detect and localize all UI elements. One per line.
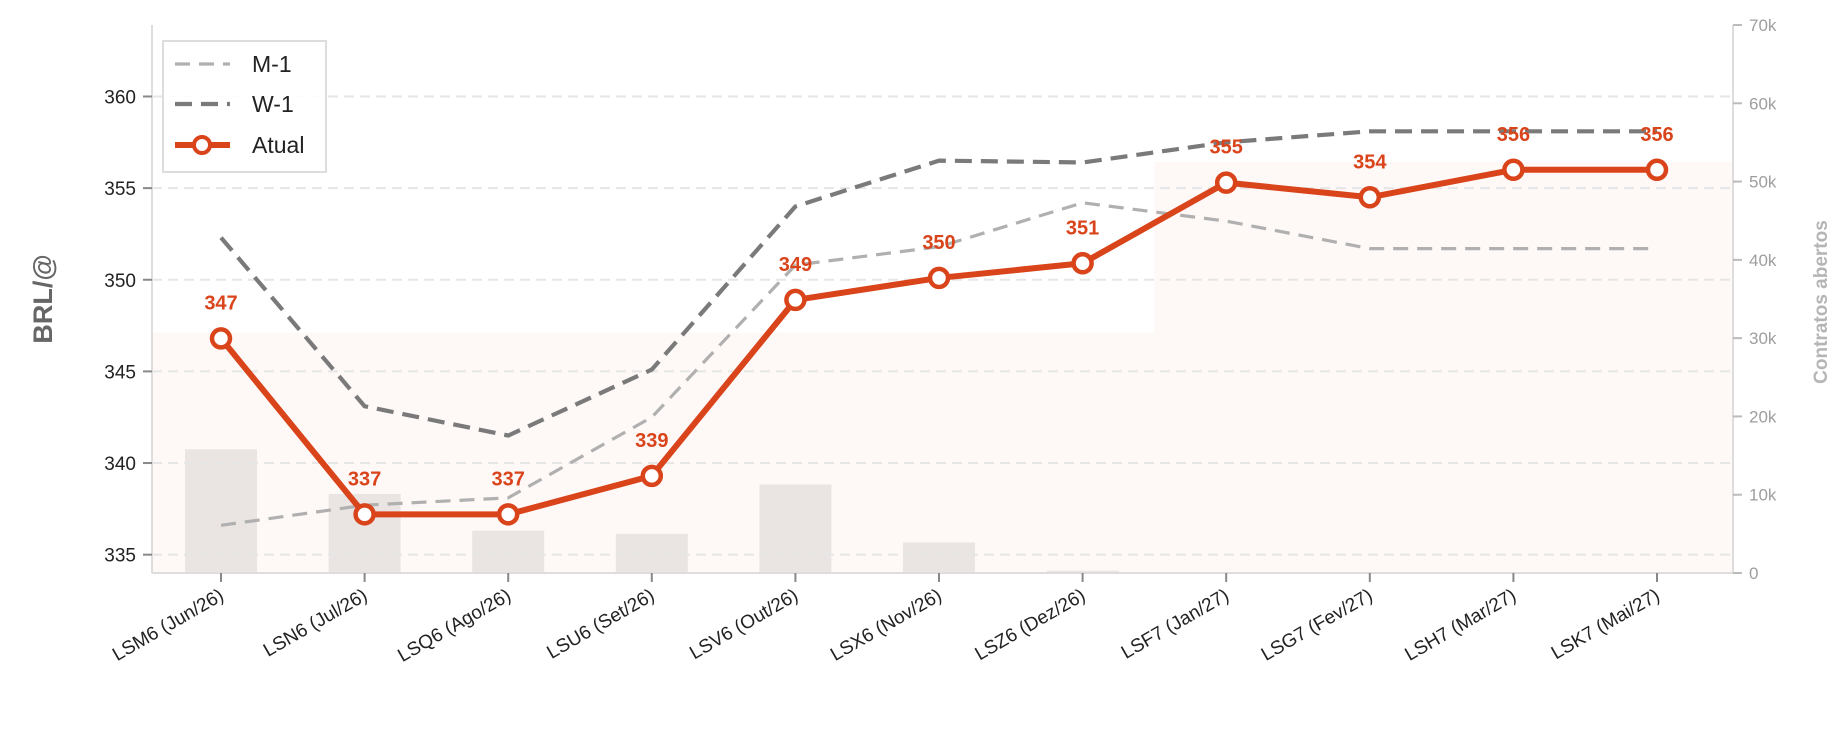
series-marker-atual — [927, 266, 951, 290]
y2-tick-label: 50k — [1749, 173, 1777, 192]
y2-tick-label: 0 — [1749, 564, 1758, 583]
x-tick-label: LSU6 (Set/26) — [544, 585, 659, 663]
y-tick-label: 335 — [104, 546, 136, 567]
y-axis-title: BRL/@ — [28, 254, 58, 343]
data-label: 339 — [635, 430, 668, 452]
data-label: 351 — [1066, 217, 1099, 239]
open-interest-bar — [1046, 570, 1119, 573]
legend-label: Atual — [252, 132, 304, 158]
y-tick-label: 355 — [104, 179, 136, 200]
x-tick-label: LSQ6 (Ago/26) — [394, 585, 514, 667]
data-label: 356 — [1497, 124, 1530, 146]
data-label: 337 — [348, 468, 381, 490]
series-marker-atual — [1358, 186, 1382, 209]
legend: M-1 W-1 Atual — [162, 40, 327, 173]
x-tick-label: LSF7 (Jan/27) — [1118, 585, 1233, 663]
legend-label: M-1 — [252, 51, 292, 77]
y2-axis-title: Contratos abertos — [1811, 220, 1832, 384]
data-labels-layer: 347 337 337 339 349 350 351 355 354 356 356 — [204, 124, 1673, 491]
markers-layer — [209, 158, 1669, 526]
open-interest-bar — [903, 542, 975, 573]
x-tick-label: LSV6 (Out/26) — [686, 585, 802, 664]
series-marker-atual — [1071, 252, 1094, 275]
data-label: 354 — [1353, 151, 1387, 173]
y2-tick-label: 40k — [1749, 251, 1777, 270]
open-interest-bar — [759, 484, 832, 573]
data-label: 350 — [922, 232, 955, 254]
data-label: 347 — [204, 292, 237, 314]
x-tick-label: LSX6 (Nov/26) — [827, 585, 945, 665]
x-tick-label: LSN6 (Jul/26) — [260, 585, 371, 661]
x-tick-label: LSZ6 (Dez/26) — [972, 585, 1089, 665]
data-label: 349 — [779, 254, 812, 276]
y2-tick-label: 10k — [1749, 486, 1777, 505]
legend-marker-atual — [192, 135, 212, 155]
data-label: 356 — [1640, 124, 1673, 146]
series-marker-atual — [496, 503, 520, 526]
legend-box — [162, 40, 327, 173]
y2-tick-label: 20k — [1749, 407, 1777, 426]
open-interest-bar — [615, 533, 688, 573]
series-marker-atual — [784, 288, 807, 312]
series-marker-atual — [640, 464, 664, 488]
y-tick-label: 345 — [104, 362, 136, 383]
y2-tick-label: 60k — [1749, 94, 1777, 113]
open-interest-bars-layer — [185, 449, 1119, 573]
series-line-w-1 — [219, 129, 1657, 438]
series-marker-atual — [1645, 158, 1669, 182]
data-label: 337 — [492, 468, 525, 490]
legend-label: W-1 — [252, 91, 294, 117]
data-label: 355 — [1210, 137, 1243, 159]
series-marker-atual — [209, 327, 233, 350]
x-tick-label: LSG7 (Fev/27) — [1258, 585, 1376, 665]
y-tick-label: 350 — [104, 271, 136, 292]
series-line-m-1 — [220, 201, 1657, 527]
series-marker-atual — [1502, 158, 1525, 182]
y-tick-label: 340 — [104, 454, 136, 475]
series-marker-atual — [353, 503, 376, 526]
open-interest-bar — [472, 530, 545, 573]
y2-tick-label: 30k — [1749, 329, 1777, 348]
x-tick-label: LSK7 (Mai/27) — [1548, 585, 1664, 664]
y-tick-label: 360 — [104, 87, 136, 108]
x-tick-label: LSH7 (Mar/27) — [1401, 585, 1519, 665]
series-marker-atual — [1214, 171, 1238, 194]
y2-tick-label: 70k — [1749, 16, 1777, 35]
open-interest-bar — [185, 449, 257, 573]
x-tick-label: LSM6 (Jun/26) — [109, 585, 227, 665]
